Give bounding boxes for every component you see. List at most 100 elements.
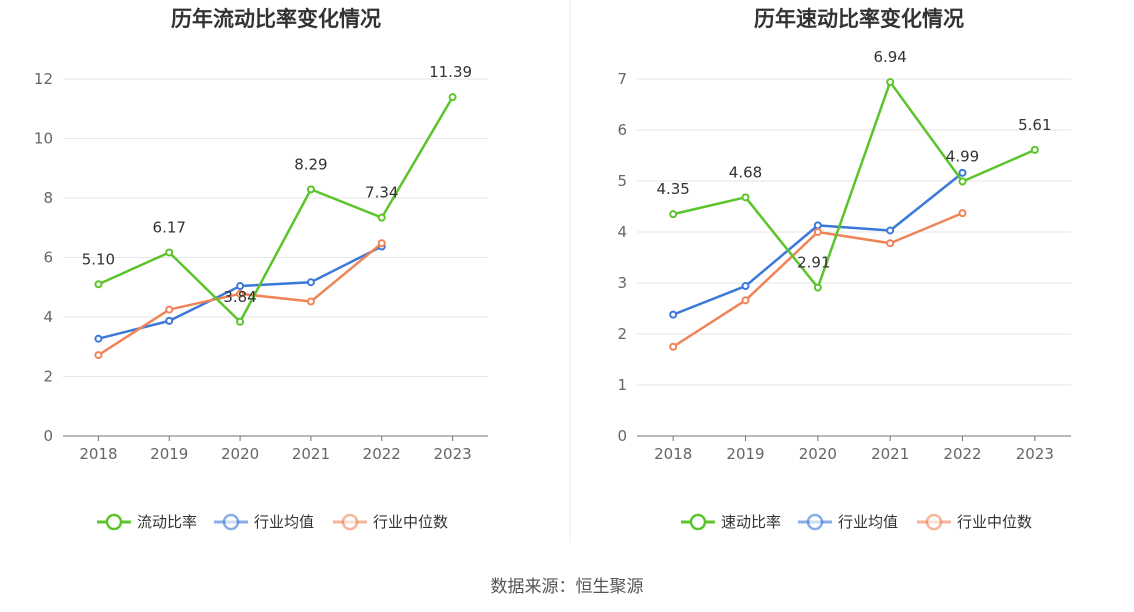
y-gridlines bbox=[637, 78, 1071, 386]
y-tick-label: 6 bbox=[617, 121, 627, 139]
y-tick-label: 4 bbox=[43, 308, 53, 326]
x-tick-label: 2022 bbox=[943, 445, 981, 463]
x-tick-label: 2022 bbox=[363, 445, 401, 463]
legend-marker-icon bbox=[806, 513, 824, 531]
data-point[interactable] bbox=[741, 193, 750, 202]
data-point[interactable] bbox=[669, 342, 678, 351]
data-point[interactable] bbox=[813, 283, 822, 292]
chart-title: 历年流动比率变化情况 bbox=[171, 7, 381, 31]
data-point[interactable] bbox=[886, 239, 895, 248]
data-label: 6.94 bbox=[873, 48, 906, 66]
legend-label: 速动比率 bbox=[721, 513, 781, 531]
data-point[interactable] bbox=[94, 280, 103, 289]
data-point[interactable] bbox=[236, 289, 245, 298]
y-tick-label: 3 bbox=[617, 274, 627, 292]
legend-marker-icon bbox=[925, 513, 943, 531]
legend: 速动比率 行业均值 行业中位数 bbox=[681, 513, 1032, 531]
data-label: 6.17 bbox=[153, 218, 186, 236]
y-tick-label: 0 bbox=[617, 427, 627, 445]
legend-label: 行业均值 bbox=[254, 513, 314, 531]
x-tick-label: 2021 bbox=[292, 445, 330, 463]
x-axis: 2018 2019 2020 2021 2022 2023 bbox=[654, 436, 1054, 463]
data-point[interactable] bbox=[669, 210, 678, 219]
series-line bbox=[97, 96, 454, 324]
data-point[interactable] bbox=[94, 351, 103, 360]
data-label: 5.61 bbox=[1018, 116, 1051, 134]
data-point[interactable] bbox=[958, 177, 967, 186]
x-tick-label: 2018 bbox=[79, 445, 117, 463]
data-label: 2.91 bbox=[797, 254, 830, 272]
series-industry-median bbox=[669, 209, 967, 351]
y-tick-label: 12 bbox=[34, 70, 53, 88]
data-point[interactable] bbox=[236, 317, 245, 326]
data-point[interactable] bbox=[958, 168, 967, 177]
legend-marker-icon bbox=[105, 513, 123, 531]
legend: 流动比率 行业均值 行业中位数 bbox=[97, 513, 448, 531]
x-tick-label: 2023 bbox=[433, 445, 471, 463]
current-ratio-chart: 历年流动比率变化情况 0 2 4 6 8 10 12 2018 2019 2020 2021 2022… bbox=[34, 7, 488, 531]
data-labels: 4.35 4.68 2.91 6.94 4.99 5.61 bbox=[656, 48, 1051, 272]
y-tick-label: 7 bbox=[617, 70, 627, 88]
legend-marker-icon bbox=[689, 513, 707, 531]
data-point[interactable] bbox=[165, 305, 174, 314]
legend-item[interactable]: 行业均值 bbox=[214, 513, 314, 531]
data-point[interactable] bbox=[448, 93, 457, 102]
x-tick-label: 2020 bbox=[799, 445, 837, 463]
y-tick-label: 8 bbox=[43, 189, 53, 207]
series-industry-median bbox=[94, 239, 386, 360]
legend-item[interactable]: 行业中位数 bbox=[917, 513, 1032, 531]
x-tick-label: 2020 bbox=[221, 445, 259, 463]
y-tick-label: 10 bbox=[34, 130, 53, 148]
data-label: 4.35 bbox=[656, 180, 689, 198]
data-point[interactable] bbox=[377, 239, 386, 248]
legend-item[interactable]: 流动比率 bbox=[97, 513, 197, 531]
data-label: 7.34 bbox=[365, 184, 398, 202]
x-tick-label: 2023 bbox=[1016, 445, 1054, 463]
data-point[interactable] bbox=[741, 296, 750, 305]
y-tick-label: 2 bbox=[43, 368, 53, 386]
data-label: 3.84 bbox=[223, 288, 256, 306]
series-line bbox=[672, 80, 1036, 289]
data-label: 11.39 bbox=[429, 63, 472, 81]
legend-label: 流动比率 bbox=[137, 513, 197, 531]
data-point[interactable] bbox=[886, 78, 895, 87]
series-industry-mean bbox=[669, 168, 967, 319]
legend-item[interactable]: 行业均值 bbox=[798, 513, 898, 531]
data-labels: 5.10 6.17 3.84 8.29 7.34 11.39 bbox=[82, 63, 472, 306]
legend-marker-icon bbox=[341, 513, 359, 531]
data-point[interactable] bbox=[165, 316, 174, 325]
legend-label: 行业均值 bbox=[838, 513, 898, 531]
legend-label: 行业中位数 bbox=[957, 513, 1032, 531]
data-point[interactable] bbox=[377, 213, 386, 222]
data-point[interactable] bbox=[306, 297, 315, 306]
data-point[interactable] bbox=[236, 282, 245, 291]
data-point[interactable] bbox=[669, 310, 678, 319]
x-tick-label: 2018 bbox=[654, 445, 692, 463]
data-source-label: 数据来源：恒生聚源 bbox=[491, 577, 644, 597]
legend-item[interactable]: 行业中位数 bbox=[333, 513, 448, 531]
data-point[interactable] bbox=[813, 221, 822, 230]
y-tick-label: 4 bbox=[617, 223, 627, 241]
y-gridlines bbox=[63, 78, 488, 377]
x-axis: 2018 2019 2020 2021 2022 2023 bbox=[79, 436, 472, 463]
x-tick-label: 2021 bbox=[871, 445, 909, 463]
legend-item[interactable]: 速动比率 bbox=[681, 513, 781, 531]
data-label: 4.68 bbox=[729, 163, 762, 181]
data-point[interactable] bbox=[886, 226, 895, 235]
legend-label: 行业中位数 bbox=[373, 513, 448, 531]
data-label: 5.10 bbox=[82, 250, 115, 268]
data-point[interactable] bbox=[1030, 145, 1039, 154]
data-label: 8.29 bbox=[294, 155, 327, 173]
data-point[interactable] bbox=[306, 278, 315, 287]
data-point[interactable] bbox=[94, 334, 103, 343]
y-tick-label: 0 bbox=[43, 427, 53, 445]
data-point[interactable] bbox=[165, 248, 174, 257]
data-point[interactable] bbox=[958, 209, 967, 218]
data-point[interactable] bbox=[813, 228, 822, 236]
data-point[interactable] bbox=[306, 185, 315, 194]
legend-marker-icon bbox=[222, 513, 240, 531]
y-tick-label: 1 bbox=[617, 376, 627, 394]
data-point[interactable] bbox=[741, 282, 750, 291]
